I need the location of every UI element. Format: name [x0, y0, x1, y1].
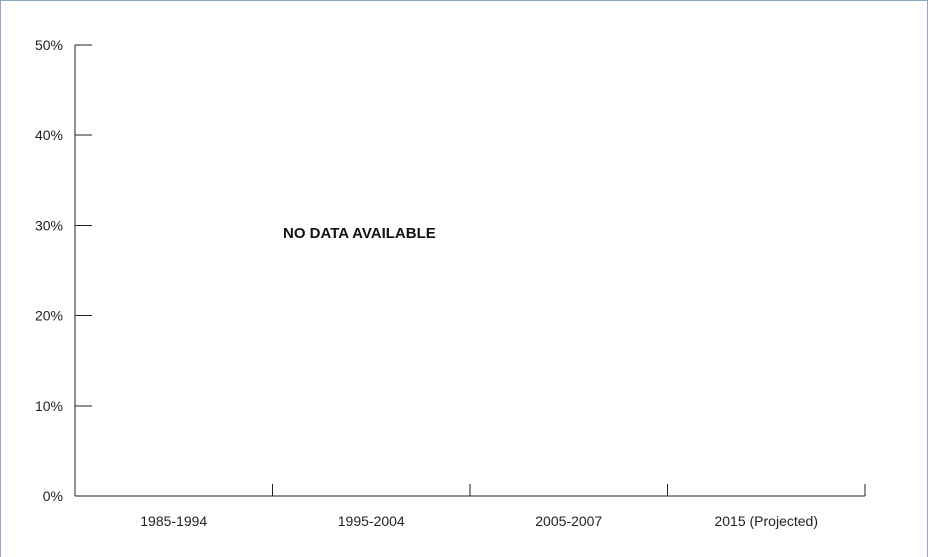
- x-category-label: 2005-2007: [535, 513, 602, 529]
- y-tick-label: 20%: [35, 308, 63, 324]
- x-category-label: 2015 (Projected): [714, 513, 818, 529]
- y-tick-label: 50%: [35, 37, 63, 53]
- y-axis: 0% 10% 20% 30% 40% 50%: [35, 37, 92, 504]
- y-tick-label: 40%: [35, 127, 63, 143]
- y-tick-label: 30%: [35, 217, 63, 233]
- no-data-annotation: NO DATA AVAILABLE: [283, 225, 436, 242]
- x-category-label: 1995-2004: [338, 513, 405, 529]
- y-tick-label: 10%: [35, 398, 63, 414]
- x-axis: 1985-1994 1995-2004 2005-2007 2015 (Project…: [75, 484, 866, 529]
- y-tick-label: 0%: [43, 488, 63, 504]
- x-category-label: 1985-1994: [140, 513, 207, 529]
